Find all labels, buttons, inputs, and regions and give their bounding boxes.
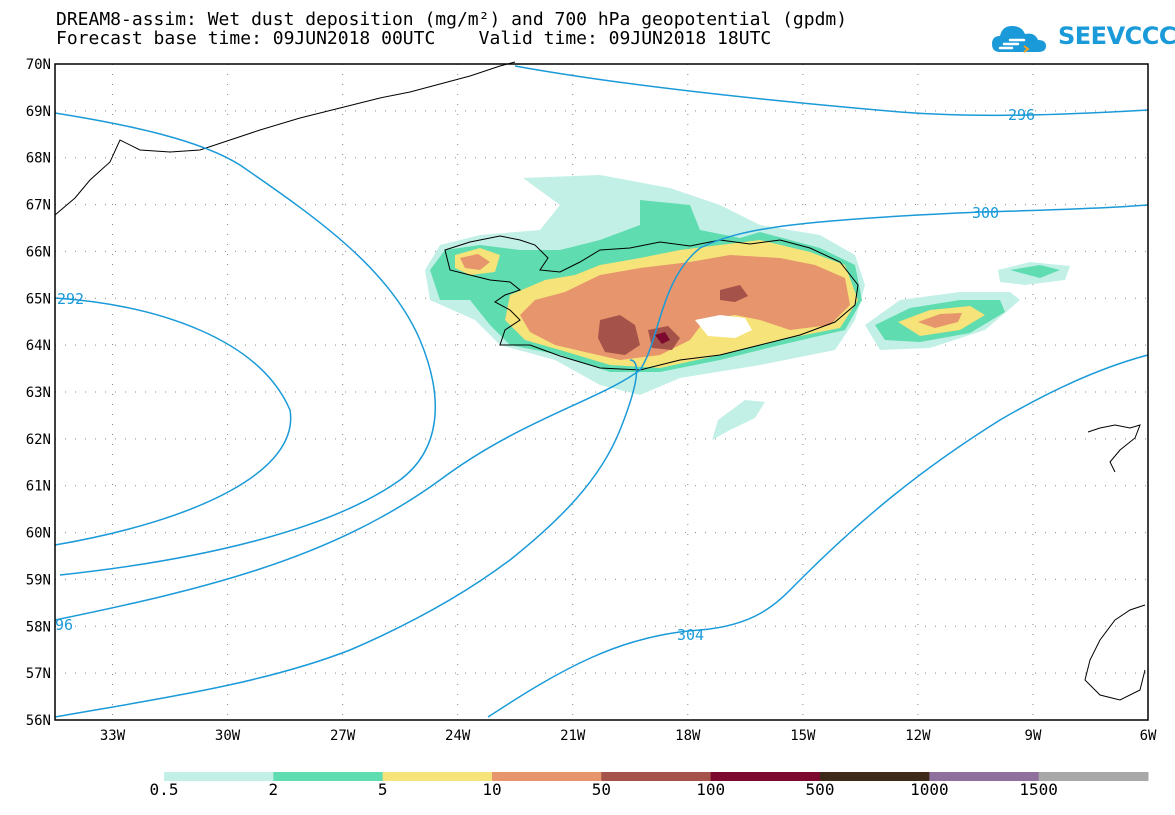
lon-label: 18W (675, 728, 701, 744)
legend-swatch (929, 772, 1040, 781)
legend-label: 10 (482, 780, 502, 799)
dust-contour-10 (460, 254, 490, 270)
legend-swatch (273, 772, 384, 781)
dust-free-patch (695, 315, 752, 338)
legend-swatch (1038, 772, 1149, 781)
legend-swatch (164, 772, 274, 781)
contour-label-304: 304 (677, 626, 704, 644)
legend-label: 50 (591, 780, 611, 799)
lat-label: 65N (26, 291, 51, 307)
dust-contour-10 (918, 313, 962, 328)
legend-swatch (492, 772, 602, 781)
contour-label-296: 296 (1008, 106, 1035, 124)
map-gridlines (55, 64, 1148, 720)
dust-contour-100 (655, 332, 670, 344)
legend-swatch (382, 772, 493, 781)
lon-label: 24W (445, 728, 471, 744)
legend-label: 1000 (910, 780, 949, 799)
legend-swatch (820, 772, 930, 781)
lon-label: 6W (1140, 728, 1157, 744)
geopotential-contours (54, 65, 1149, 718)
lon-label: 27W (330, 728, 356, 744)
contour-304-east (487, 354, 1149, 718)
lat-label: 69N (26, 104, 51, 120)
lat-label: 59N (26, 572, 51, 588)
lon-label: 12W (905, 728, 931, 744)
contour-label-300: 300 (972, 204, 999, 222)
logo-text: SEEVCCC (1058, 22, 1175, 50)
lat-label: 56N (26, 713, 51, 729)
iceland-coastline (444, 235, 859, 371)
legend-label: 0.5 (149, 780, 179, 799)
lon-label: 21W (560, 728, 586, 744)
lat-label: 67N (26, 198, 51, 214)
lat-label: 61N (26, 479, 51, 495)
map-frame (54, 63, 1149, 721)
legend-label: 500 (805, 780, 835, 799)
lat-label: 62N (26, 432, 51, 448)
contour-gradient (54, 204, 1149, 621)
legend-label: 2 (268, 780, 279, 799)
legend-swatch (710, 772, 821, 781)
contour-304 (54, 359, 638, 718)
legend-swatch (601, 772, 712, 781)
coastlines (54, 61, 1146, 701)
contour-296-north (514, 65, 1149, 117)
legend-colorbar (164, 772, 1149, 781)
lat-label: 57N (26, 666, 51, 682)
dust-contour-0.5 (712, 400, 765, 440)
seevccc-cloud-icon (992, 26, 1046, 53)
lat-label: 70N (26, 57, 51, 73)
map-subtitle: Forecast base time: 09JUN2018 00UTC Vali… (56, 28, 772, 49)
legend-label: 5 (377, 780, 388, 799)
contour-label-296-west: 96 (55, 616, 73, 634)
lat-label: 63N (26, 385, 51, 401)
greenland-coastline (54, 61, 516, 216)
dust-contour-2 (1010, 265, 1060, 278)
lon-label: 9W (1025, 728, 1042, 744)
lon-label: 33W (100, 728, 126, 744)
map-title: DREAM8-assim: Wet dust deposition (mg/m²… (56, 9, 848, 30)
lat-label: 60N (26, 526, 51, 542)
dust-contour-50 (720, 285, 748, 302)
lat-label: 64N (26, 338, 51, 354)
legend-label: 100 (696, 780, 726, 799)
lat-label: 58N (26, 619, 51, 635)
axis-labels: 70N 69N 68N 67N 66N 65N 64N 63N 62N 61N 60N 59N 58N 5… (26, 57, 1157, 744)
faroe-coastline (1087, 424, 1141, 473)
dust-contour-50 (598, 315, 640, 355)
lon-label: 15W (790, 728, 816, 744)
contour-label-292: 292 (57, 290, 84, 308)
legend-label: 1500 (1019, 780, 1058, 799)
lat-label: 66N (26, 244, 51, 260)
contour-low (54, 297, 292, 546)
lon-label: 30W (215, 728, 241, 744)
scotland-coastline (1084, 604, 1146, 701)
lat-label: 68N (26, 151, 51, 167)
